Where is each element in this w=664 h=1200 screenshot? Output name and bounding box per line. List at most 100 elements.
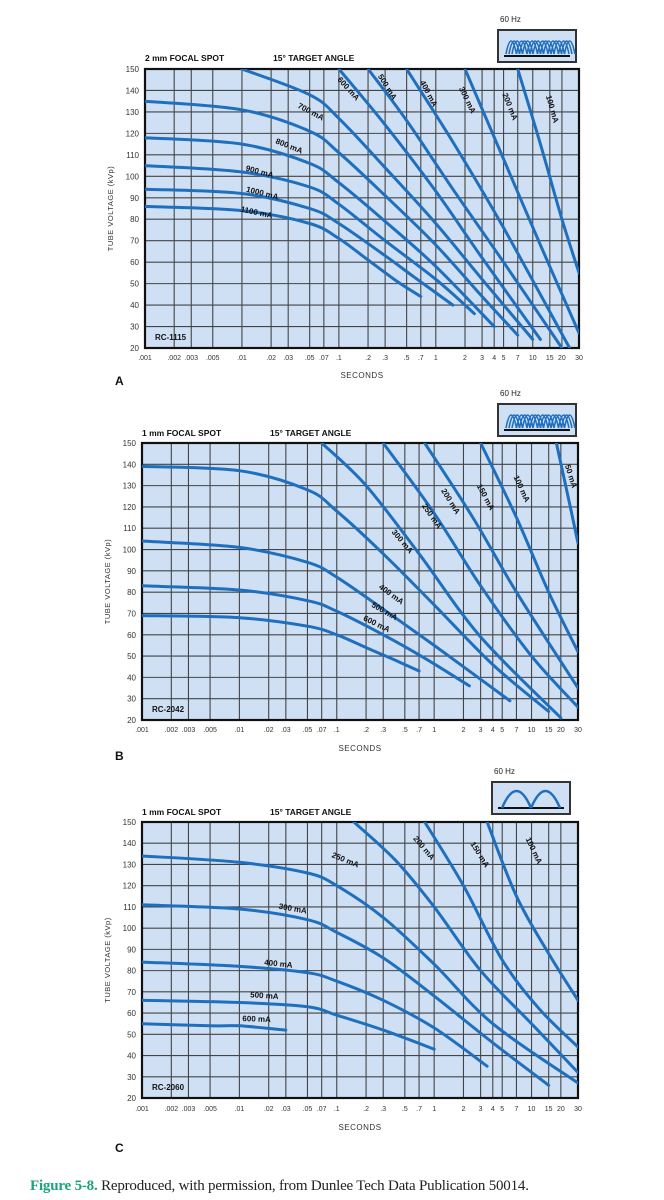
x-tick-label: .7 (416, 727, 422, 734)
y-tick-label: 50 (127, 1030, 136, 1039)
x-tick-label: .3 (380, 1106, 386, 1113)
curve-300-ma (142, 903, 551, 1087)
x-tick-label: .001 (138, 355, 152, 362)
curves (142, 822, 578, 1087)
x-tick-label: 7 (514, 727, 518, 734)
curve-500-ma (142, 998, 436, 1051)
y-tick-label: 20 (127, 716, 136, 725)
y-tick-label: 110 (123, 524, 136, 533)
x-tick-label: .003 (184, 355, 198, 362)
x-tick-label: .03 (283, 355, 293, 362)
curve-300-ma (405, 69, 572, 348)
x-tick-label: 30 (574, 727, 582, 734)
y-tick-label: 110 (126, 151, 139, 160)
y-tick-label: 30 (127, 1073, 136, 1082)
curve-600-ma (142, 1022, 288, 1032)
x-tick-label: 7 (516, 355, 520, 362)
x-tick-label: .2 (363, 727, 369, 734)
y-tick-label: 100 (126, 172, 140, 181)
x-tick-label: .1 (334, 727, 340, 734)
y-tick-label: 40 (127, 1052, 136, 1061)
x-tick-label: 4 (491, 1106, 495, 1113)
x-tick-label: 3 (480, 355, 484, 362)
y-tick-label: 140 (123, 839, 137, 848)
figure-caption: Figure 5-8. Reproduced, with permission,… (30, 1178, 529, 1195)
curve-label: 600 mA (242, 1014, 271, 1024)
x-tick-label: 15 (546, 355, 554, 362)
x-tick-label: .005 (203, 1106, 217, 1113)
y-axis-title: TUBE VOLTAGE (kVp) (106, 166, 115, 251)
x-tick-label: .5 (402, 1106, 408, 1113)
curve-600-ma (142, 614, 421, 673)
y-tick-label: 40 (130, 301, 139, 310)
plot-frame (140, 820, 580, 1100)
x-tick-label: .5 (402, 727, 408, 734)
focal-spot-title: 2 mm FOCAL SPOT (145, 53, 225, 63)
x-tick-label: 20 (557, 1106, 565, 1113)
x-tick-label: 3 (479, 1106, 483, 1113)
chart-panel-a: 700 mA 800 mA 900 mA 1000 mA 1100 mA 600 mA 50… (0, 0, 664, 395)
x-tick-label: 1 (432, 727, 436, 734)
curve-1100-ma (145, 204, 423, 298)
x-tick-label: .005 (203, 727, 217, 734)
tube-model-label: RC-2060 (152, 1083, 185, 1092)
x-axis-title: SECONDS (338, 744, 381, 753)
x-tick-label: .3 (382, 355, 388, 362)
curve-250-ma (320, 443, 563, 720)
y-tick-label: 50 (127, 652, 136, 661)
y-tick-label: 20 (130, 344, 139, 353)
y-tick-label: 30 (130, 323, 139, 332)
x-tick-label: .002 (165, 727, 179, 734)
x-tick-label: 15 (545, 727, 553, 734)
y-tick-label: 80 (127, 588, 136, 597)
y-tick-label: 130 (123, 860, 137, 869)
x-tick-label: .02 (266, 355, 276, 362)
curve-100-ma (485, 822, 578, 1002)
x-tick-label: .003 (182, 1106, 196, 1113)
x-tick-label: 4 (491, 727, 495, 734)
x-tick-label: .7 (416, 1106, 422, 1113)
x-tick-label: 2 (462, 727, 466, 734)
focal-spot-title: 1 mm FOCAL SPOT (142, 807, 222, 817)
x-tick-label: 5 (500, 727, 504, 734)
y-tick-label: 60 (127, 631, 136, 640)
y-tick-label: 140 (126, 86, 140, 95)
x-tick-label: 3 (479, 727, 483, 734)
x-tick-label: .1 (334, 1106, 340, 1113)
curve-400-ma (142, 539, 512, 703)
x-tick-label: .05 (305, 355, 315, 362)
x-tick-label: 10 (528, 727, 536, 734)
y-tick-label: 120 (126, 129, 140, 138)
panel-letter: C (115, 1141, 124, 1155)
x-tick-label: .001 (135, 1106, 149, 1113)
curve-150-ma (423, 822, 578, 1049)
curve-300-ma (142, 464, 551, 713)
x-tick-label: 5 (502, 355, 506, 362)
frequency-label: 60 Hz (494, 767, 515, 776)
x-tick-label: 20 (557, 727, 565, 734)
x-tick-label: 1 (432, 1106, 436, 1113)
x-tick-label: .01 (235, 727, 245, 734)
x-tick-label: 2 (462, 1106, 466, 1113)
x-tick-label: .2 (363, 1106, 369, 1113)
curves (145, 69, 579, 348)
y-tick-label: 30 (127, 695, 136, 704)
y-tick-label: 90 (130, 194, 139, 203)
y-tick-label: 100 (123, 924, 137, 933)
x-tick-label: .002 (165, 1106, 179, 1113)
frequency-label: 60 Hz (500, 15, 521, 24)
caption-text: Reproduced, with permission, from Dunlee… (97, 1178, 529, 1194)
three-phase-waveform-icon (497, 403, 577, 437)
curve-100-ma (479, 443, 578, 654)
curve-500-ma (142, 584, 471, 688)
three-phase-waveform-icon (497, 29, 577, 63)
y-tick-label: 70 (127, 609, 136, 618)
curve-800-ma (145, 136, 496, 328)
x-tick-label: .01 (235, 1106, 245, 1113)
target-angle-title: 15° TARGET ANGLE (270, 807, 352, 817)
x-axis-title: SECONDS (340, 371, 383, 380)
y-tick-label: 40 (127, 673, 136, 682)
x-axis-title: SECONDS (338, 1123, 381, 1132)
chart-panel-b: 250 mA 200 mA 150 mA 100 mA 50 mA 300 mA 400 m… (0, 380, 664, 775)
x-tick-label: .3 (380, 727, 386, 734)
